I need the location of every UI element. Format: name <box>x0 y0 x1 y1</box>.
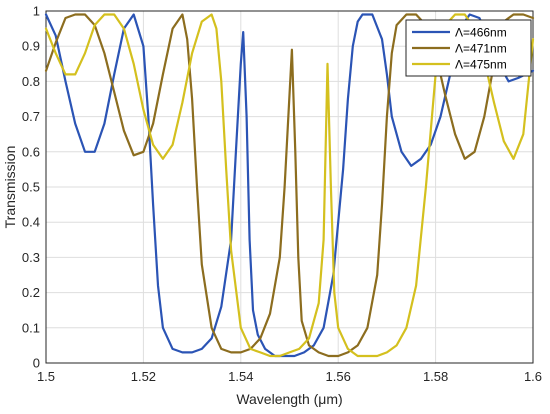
legend-entry: Λ=466nm <box>455 26 507 40</box>
x-axis-label: Wavelength (μm) <box>236 391 342 407</box>
x-tick-label: 1.58 <box>423 369 448 384</box>
x-tick-label: 1.54 <box>228 369 253 384</box>
y-tick-label: 0.8 <box>22 74 40 89</box>
series-line-1 <box>44 13 535 358</box>
legend: Λ=466nm Λ=471nm Λ=475nm <box>405 19 532 77</box>
tick-labels: 1.5 1.52 1.54 1.56 1.58 1.6 0 0.1 0.2 0.3 0.4 0.5 0.… <box>22 4 542 385</box>
legend-entry: Λ=475nm <box>455 58 507 72</box>
x-tick-label: 1.5 <box>37 369 55 384</box>
y-tick-label: 0.7 <box>22 109 40 124</box>
y-axis-label: Transmission <box>2 146 18 229</box>
y-tick-label: 1 <box>33 4 40 19</box>
y-tick-label: 0.6 <box>22 144 40 159</box>
x-tick-label: 1.6 <box>524 369 542 384</box>
y-tick-label: 0.3 <box>22 250 40 265</box>
y-tick-label: 0.5 <box>22 180 40 195</box>
y-tick-label: 0.2 <box>22 285 40 300</box>
legend-entry: Λ=471nm <box>455 42 507 56</box>
plot-area-frame <box>45 10 534 364</box>
y-tick-label: 0.4 <box>22 215 40 230</box>
y-tick-label: 0.1 <box>22 320 40 335</box>
y-tick-label: 0 <box>33 356 40 371</box>
y-tick-label: 0.9 <box>22 39 40 54</box>
x-tick-label: 1.52 <box>131 369 156 384</box>
x-tick-label: 1.56 <box>326 369 351 384</box>
